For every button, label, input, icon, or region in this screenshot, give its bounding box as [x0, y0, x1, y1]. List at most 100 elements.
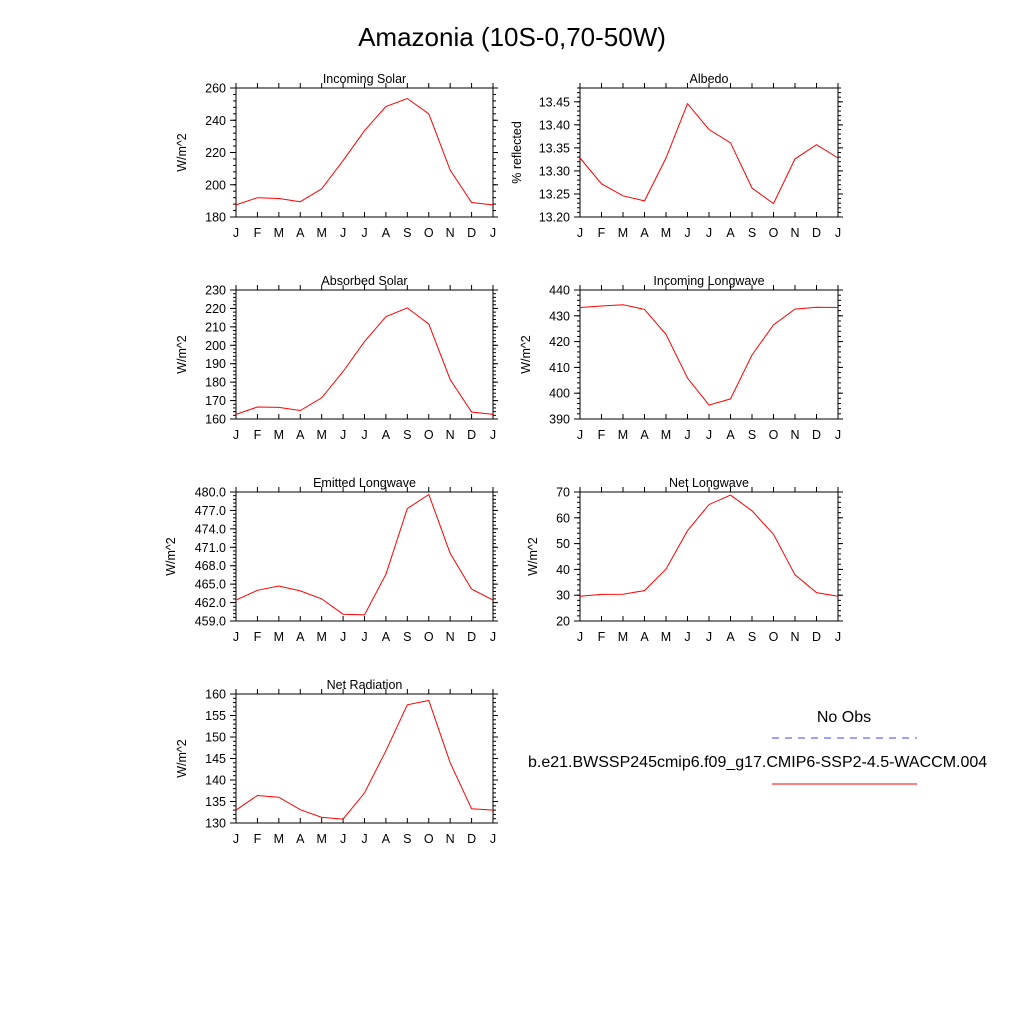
- x-tick-label: F: [598, 428, 606, 442]
- x-tick-label: F: [254, 832, 262, 846]
- legend: No Obs b.e21.BWSSP245cmip6.f09_g17.CMIP6…: [528, 709, 987, 785]
- y-tick-label: 410: [549, 361, 570, 375]
- x-tick-label: J: [490, 226, 496, 240]
- x-tick-label: F: [598, 630, 606, 644]
- legend-obs-label: No Obs: [817, 709, 871, 726]
- panel-frame: [579, 289, 839, 420]
- y-tick-label: 160: [205, 688, 226, 702]
- x-tick-label: S: [403, 832, 411, 846]
- x-tick-label: A: [726, 428, 735, 442]
- y-axis-label: W/m^2: [175, 335, 189, 374]
- panel-title: Albedo: [690, 72, 729, 86]
- x-tick-label: A: [296, 630, 305, 644]
- x-tick-label: D: [812, 428, 821, 442]
- x-tick-label: D: [467, 428, 476, 442]
- panel-title: Net Longwave: [669, 476, 749, 490]
- x-tick-label: J: [577, 428, 583, 442]
- y-axis-label: W/m^2: [519, 335, 533, 374]
- y-tick-label: 40: [556, 563, 570, 577]
- x-tick-label: J: [577, 226, 583, 240]
- y-tick-label: 13.40: [539, 118, 570, 132]
- x-tick-label: F: [254, 428, 262, 442]
- x-tick-label: N: [446, 630, 455, 644]
- y-tick-label: 130: [205, 817, 226, 831]
- x-tick-label: F: [254, 630, 262, 644]
- x-tick-label: J: [361, 630, 367, 644]
- x-tick-label: J: [233, 428, 239, 442]
- y-tick-label: 155: [205, 709, 226, 723]
- x-tick-label: M: [618, 226, 628, 240]
- x-tick-label: J: [835, 630, 841, 644]
- x-tick-label: A: [296, 428, 305, 442]
- y-tick-label: 13.25: [539, 187, 570, 201]
- y-axis-label: % reflected: [510, 121, 524, 184]
- x-tick-label: M: [274, 428, 284, 442]
- y-axis-label: W/m^2: [175, 739, 189, 778]
- series-line-net-radiation: [235, 699, 494, 820]
- x-tick-label: J: [706, 630, 712, 644]
- panel-frame: [235, 289, 494, 420]
- x-tick-label: J: [361, 832, 367, 846]
- y-tick-label: 230: [205, 284, 226, 298]
- y-axis-label: W/m^2: [526, 537, 540, 576]
- legend-model-label: b.e21.BWSSP245cmip6.f09_g17.CMIP6-SSP2-4…: [528, 754, 987, 771]
- x-tick-label: M: [274, 226, 284, 240]
- panel-frame: [235, 693, 494, 824]
- x-tick-label: J: [233, 630, 239, 644]
- x-tick-label: S: [748, 630, 756, 644]
- y-tick-label: 20: [556, 615, 570, 629]
- y-tick-label: 13.20: [539, 211, 570, 225]
- x-tick-label: M: [316, 226, 326, 240]
- panel-title: Net Radiation: [327, 678, 403, 692]
- y-tick-label: 180: [205, 376, 226, 390]
- y-tick-label: 140: [205, 774, 226, 788]
- x-tick-label: J: [577, 630, 583, 644]
- x-tick-label: M: [274, 832, 284, 846]
- x-tick-label: D: [812, 630, 821, 644]
- y-tick-label: 200: [205, 339, 226, 353]
- x-tick-label: M: [316, 630, 326, 644]
- y-tick-label: 145: [205, 752, 226, 766]
- x-tick-label: A: [382, 428, 391, 442]
- x-tick-label: O: [424, 226, 434, 240]
- y-tick-label: 50: [556, 537, 570, 551]
- x-tick-label: J: [233, 226, 239, 240]
- y-tick-label: 30: [556, 589, 570, 603]
- figure-title: Amazonia (10S-0,70-50W): [358, 22, 666, 52]
- x-tick-label: J: [490, 428, 496, 442]
- panel-title: Absorbed Solar: [321, 274, 407, 288]
- x-tick-label: O: [424, 832, 434, 846]
- y-tick-label: 190: [205, 357, 226, 371]
- y-tick-label: 459.0: [195, 615, 226, 629]
- x-tick-label: M: [618, 630, 628, 644]
- x-tick-label: M: [661, 226, 671, 240]
- x-tick-label: J: [361, 428, 367, 442]
- x-tick-label: A: [640, 428, 649, 442]
- y-tick-label: 210: [205, 320, 226, 334]
- x-tick-label: M: [316, 832, 326, 846]
- x-tick-label: J: [340, 226, 346, 240]
- y-tick-label: 200: [205, 178, 226, 192]
- y-tick-label: 430: [549, 309, 570, 323]
- x-tick-label: M: [316, 428, 326, 442]
- y-tick-label: 70: [556, 486, 570, 500]
- x-tick-label: F: [254, 226, 262, 240]
- x-tick-label: D: [812, 226, 821, 240]
- x-tick-label: A: [296, 226, 305, 240]
- x-tick-label: S: [403, 630, 411, 644]
- y-tick-label: 480.0: [195, 486, 226, 500]
- x-tick-label: S: [403, 428, 411, 442]
- x-tick-label: N: [446, 226, 455, 240]
- x-tick-label: A: [726, 630, 735, 644]
- x-tick-label: O: [424, 630, 434, 644]
- y-tick-label: 180: [205, 211, 226, 225]
- x-tick-label: O: [769, 428, 779, 442]
- y-tick-label: 60: [556, 511, 570, 525]
- y-tick-label: 420: [549, 335, 570, 349]
- x-tick-label: N: [446, 428, 455, 442]
- panel-frame: [579, 87, 839, 218]
